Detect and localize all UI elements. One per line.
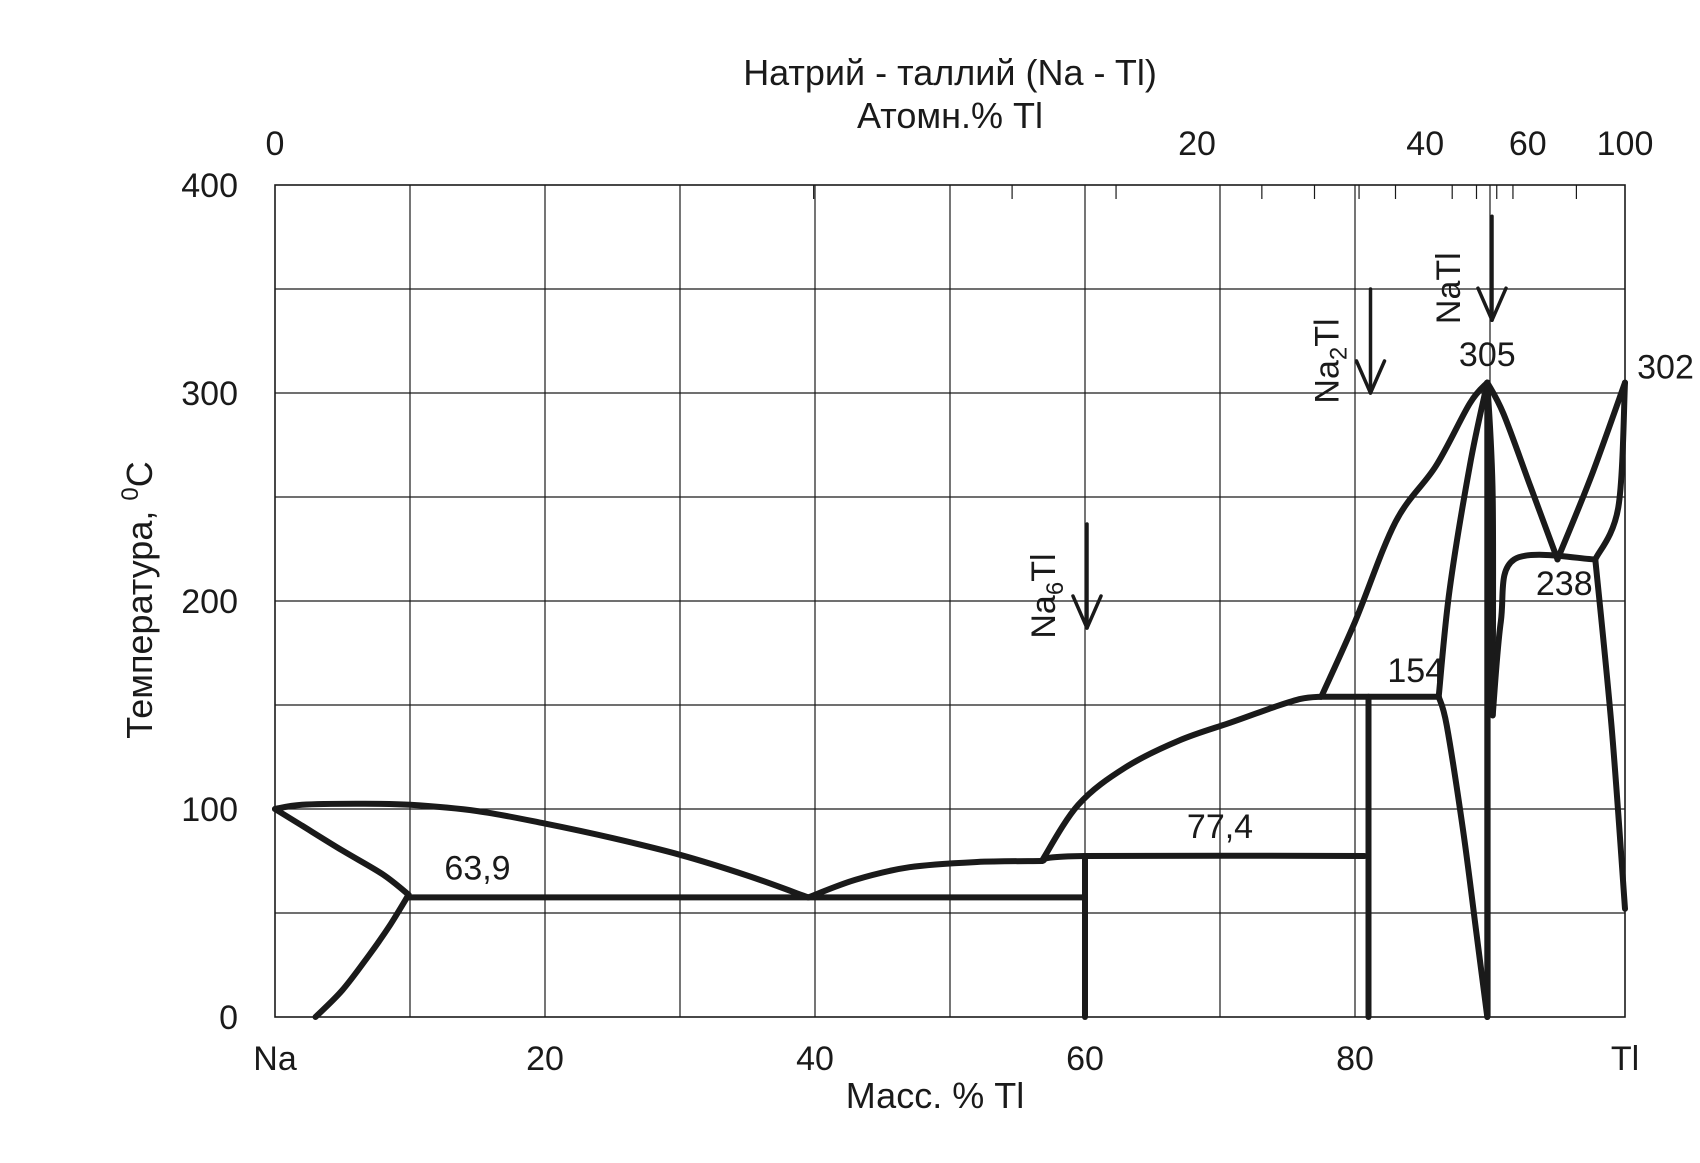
compound-arrow-head: [1476, 286, 1508, 322]
temperature-annotation: 302: [1637, 348, 1694, 386]
y-tick-label: 100: [181, 791, 238, 829]
x-tick-label: 20: [526, 1040, 564, 1078]
phase-boundary-line: [1592, 379, 1628, 563]
phase-boundary-line: [1554, 379, 1628, 563]
temperature-annotation: 63,9: [444, 850, 510, 888]
annotations: 63,9 77,4 154 305 302 238: [444, 336, 1693, 888]
compound-label-suffix: Tl: [1309, 318, 1347, 346]
compound-marker: NaTl: [1430, 214, 1508, 324]
phase-boundary-line: [1435, 693, 1491, 1020]
phase-boundary-line: [272, 800, 812, 901]
x-tick-label: Na: [253, 1040, 297, 1078]
compound-marker: Na6Tl: [1025, 522, 1103, 639]
compound-label-subscript: 2: [1326, 347, 1353, 360]
compound-marker: Na2Tl: [1309, 287, 1387, 404]
x-tick-label: 80: [1336, 1040, 1374, 1078]
compound-label: Na2Tl: [1309, 318, 1353, 403]
y-axis-title: Температура, 0C: [117, 461, 160, 738]
temperature-annotation: 238: [1536, 565, 1593, 603]
temperature-annotation: 305: [1459, 336, 1516, 374]
phase-boundary-line: [1435, 379, 1491, 700]
top-tick-label: 40: [1406, 125, 1444, 163]
phase-boundary-line: [805, 858, 1045, 901]
phase-boundaries: [272, 379, 1628, 1020]
y-tick-label: 300: [181, 375, 238, 413]
compound-label: NaTl: [1430, 252, 1468, 324]
compound-label-base: Na: [1025, 595, 1063, 639]
temperature-annotation: 154: [1387, 652, 1444, 690]
x-tick-label: 60: [1066, 1040, 1104, 1078]
x-axis-title: Масс. % Tl: [846, 1075, 1024, 1116]
plot-frame: [274, 184, 1626, 1018]
compound-label-suffix: Tl: [1025, 553, 1063, 581]
y-axis-title-degree: 0: [117, 487, 144, 500]
temperature-annotation: 77,4: [1187, 808, 1253, 846]
phase-boundary-line: [1484, 379, 1561, 563]
chart-subtitle: Атомн.% Tl: [857, 95, 1043, 136]
axis-labels: Na 20 40 60 80 Tl 0 100 200 300 400 0 20 40 60 100: [181, 125, 1653, 1078]
x-tick-label: 40: [796, 1040, 834, 1078]
top-tick-label: 100: [1597, 125, 1654, 163]
phase-boundary-line: [1038, 852, 1368, 864]
y-tick-label: 400: [181, 167, 238, 205]
compound-label-suffix: Tl: [1430, 252, 1468, 280]
compound-label-base: Na: [1309, 360, 1347, 404]
y-axis-title-unit: C: [119, 461, 160, 487]
grid: [275, 185, 1625, 1017]
compound-label: Na6Tl: [1025, 553, 1069, 638]
phase-boundary-line: [1484, 379, 1497, 719]
phase-boundary-line: [1038, 693, 1325, 864]
phase-boundary-line: [1592, 556, 1628, 912]
top-tick-label: 60: [1509, 125, 1547, 163]
compound-arrow-head: [1071, 594, 1103, 630]
top-tick-label: 0: [266, 125, 285, 163]
compound-label-base: Na: [1430, 281, 1468, 325]
y-tick-label: 0: [219, 999, 238, 1037]
y-axis-title-main: Температура,: [119, 501, 160, 739]
phase-boundary-line: [272, 806, 412, 898]
compound-label-subscript: 6: [1042, 582, 1069, 595]
phase-boundary-line: [312, 891, 412, 1020]
top-tick-label: 20: [1178, 125, 1216, 163]
y-tick-label: 200: [181, 583, 238, 621]
x-tick-label: Tl: [1611, 1040, 1639, 1078]
compound-arrow-head: [1354, 359, 1387, 395]
chart-title: Натрий - таллий (Na - Tl): [743, 52, 1157, 93]
phase-boundary-line: [1318, 379, 1491, 700]
